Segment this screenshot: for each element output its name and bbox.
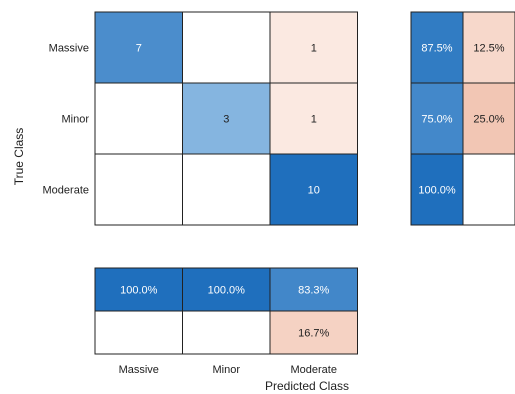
- column-summary-cell: [94, 310, 183, 355]
- matrix-cell-value: 10: [308, 185, 320, 197]
- row-summary-value: 25.0%: [473, 114, 504, 126]
- matrix-cell: [94, 153, 183, 226]
- matrix-cell-value: 1: [311, 114, 317, 126]
- x-tick-label: Minor: [212, 364, 240, 376]
- matrix-cell: [182, 11, 271, 84]
- x-tick-label: Massive: [119, 364, 159, 376]
- column-summary-cell: [269, 267, 358, 312]
- row-summary-value: 12.5%: [473, 43, 504, 55]
- column-summary-value: 83.3%: [298, 285, 329, 297]
- column-summary-cell: [182, 310, 271, 355]
- column-summary-value: 16.7%: [298, 328, 329, 340]
- x-axis-label: Predicted Class: [265, 379, 349, 393]
- column-summary-cell: [269, 310, 358, 355]
- row-summary-cell: [410, 11, 464, 84]
- row-summary-value: 87.5%: [421, 43, 452, 55]
- matrix-cell-value: 7: [136, 43, 142, 55]
- row-summary-cell: [462, 11, 515, 84]
- column-summary-value: 100.0%: [120, 285, 158, 297]
- row-summary-cell: [462, 153, 515, 226]
- matrix-cell: [182, 82, 271, 155]
- matrix-cell: [269, 82, 358, 155]
- matrix-cell: [182, 153, 271, 226]
- matrix-cell: [94, 11, 183, 84]
- row-summary-value: 75.0%: [421, 114, 452, 126]
- matrix-cell-value: 3: [223, 114, 229, 126]
- row-summary-cell: [410, 153, 464, 226]
- y-tick-label: Minor: [61, 114, 89, 126]
- row-summary-value: 100.0%: [418, 185, 456, 197]
- row-summary-cell: [462, 82, 515, 155]
- matrix-cell: [269, 11, 358, 84]
- column-summary-value: 100.0%: [208, 285, 246, 297]
- y-tick-label: Moderate: [43, 185, 89, 197]
- y-axis-label: True Class: [12, 128, 26, 186]
- matrix-cell: [94, 82, 183, 155]
- matrix-cell: [269, 153, 358, 226]
- y-tick-label: Massive: [49, 43, 89, 55]
- x-tick-label: Moderate: [291, 364, 337, 376]
- matrix-cell-value: 1: [311, 43, 317, 55]
